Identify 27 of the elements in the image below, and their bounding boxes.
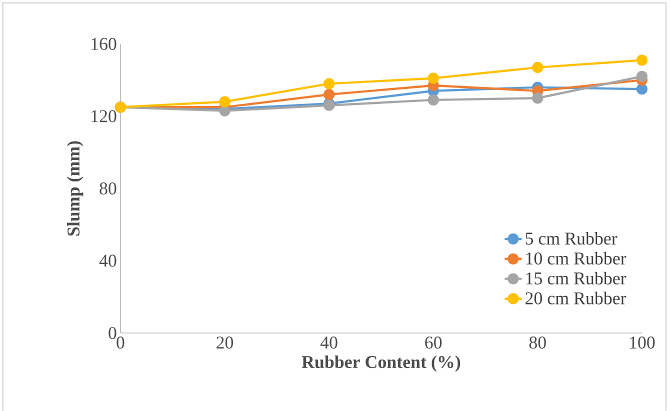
x-tick-label: 60	[425, 336, 442, 349]
y-axis-title: Slump (mm)	[66, 141, 84, 236]
point	[636, 54, 648, 66]
legend-label: 5 cm Rubber	[526, 232, 618, 245]
x-tick-label: 40	[320, 336, 338, 349]
y-tick-label: 40	[99, 254, 116, 267]
point	[323, 78, 335, 90]
legend-label: 15 cm Rubber	[526, 272, 626, 284]
point	[636, 84, 648, 95]
point	[636, 70, 648, 82]
point	[532, 92, 544, 104]
point	[219, 96, 230, 108]
y-tick-label: 120	[92, 110, 116, 122]
y-tick-label: 160	[92, 38, 116, 50]
x-tick-label: 0	[116, 336, 124, 349]
x-tick-label: 20	[216, 336, 234, 349]
y-tick-label: 80	[100, 182, 116, 195]
legend-label: 10 cm Rubber	[526, 252, 626, 265]
y-tick-label: 0	[108, 326, 116, 340]
x-axis-title: Rubber Content (%)	[302, 355, 460, 372]
point	[323, 88, 335, 100]
x-tick-label: 100	[630, 336, 655, 349]
legend-label: 20 cm Rubber	[526, 292, 626, 304]
point	[428, 72, 439, 84]
point	[532, 62, 544, 74]
x-tick-label: 80	[529, 336, 546, 349]
point	[428, 94, 439, 106]
